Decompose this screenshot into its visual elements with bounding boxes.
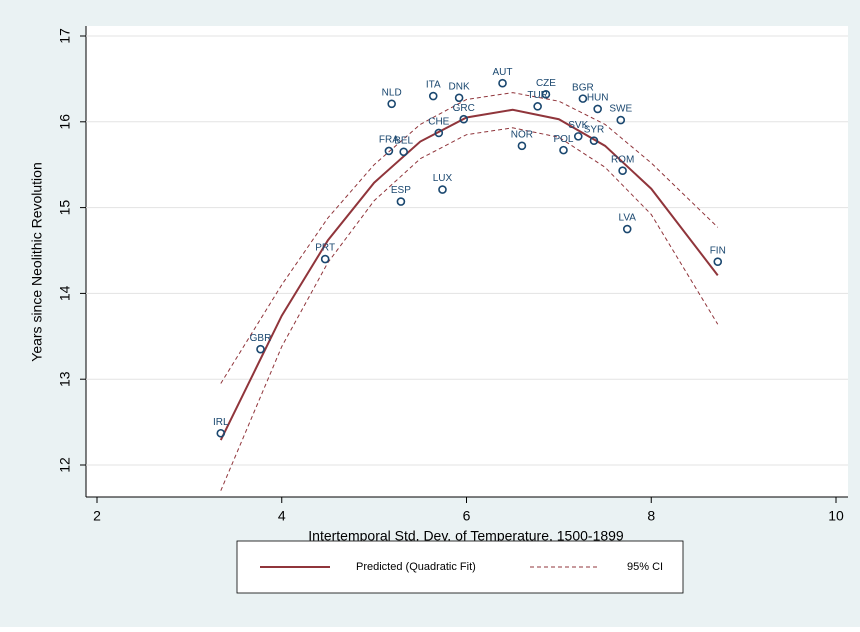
- point-label: LUX: [433, 173, 453, 184]
- point: [434, 128, 444, 138]
- point: [541, 90, 551, 99]
- point-label: FIN: [710, 245, 726, 256]
- point: [559, 145, 568, 155]
- point-label: DNK: [449, 81, 470, 92]
- point-label: NOR: [511, 129, 533, 140]
- point: [384, 146, 394, 156]
- point: [593, 104, 602, 114]
- y-tick-label: 12: [57, 457, 73, 473]
- legend-ci-label: 95% CI: [627, 561, 663, 573]
- y-axis-title: Years since Neolithic Revolution: [29, 162, 45, 361]
- y-tick-label: 14: [57, 285, 73, 301]
- point-label: SWE: [609, 104, 632, 115]
- point-label: LVA: [619, 213, 637, 224]
- y-tick-label: 15: [57, 200, 73, 216]
- point: [498, 78, 507, 88]
- x-tick-label: 8: [647, 508, 655, 524]
- point: [618, 166, 627, 176]
- point-label: PRT: [315, 243, 335, 254]
- point-label: NLD: [382, 87, 402, 98]
- point-label: BEL: [394, 135, 413, 146]
- point-label: BGR: [572, 82, 594, 93]
- x-tick-label: 2: [93, 508, 101, 524]
- plot-area: [86, 26, 848, 497]
- point-label: POL: [553, 134, 573, 145]
- ci-upper: [220, 92, 719, 384]
- x-tick-label: 6: [463, 508, 471, 524]
- x-axis-title: Intertemporal Std. Dev. of Temperature, …: [308, 528, 624, 544]
- x-tick-label: 10: [828, 508, 844, 524]
- y-tick-label: 16: [57, 114, 73, 130]
- point-label: AUT: [493, 67, 513, 78]
- point: [320, 254, 330, 264]
- point: [616, 115, 626, 125]
- point-label: CHE: [428, 117, 449, 128]
- point: [399, 147, 408, 157]
- point: [454, 93, 464, 103]
- point: [396, 197, 406, 206]
- point-label: ROM: [611, 154, 634, 165]
- x-tick-label: 4: [278, 508, 286, 524]
- point: [589, 136, 599, 145]
- point: [713, 257, 723, 266]
- point-label: FRA: [379, 135, 399, 146]
- point-label: ITA: [426, 80, 441, 91]
- point-label: GRC: [453, 103, 475, 114]
- legend-fit-label: Predicted (Quadratic Fit): [356, 561, 476, 573]
- point-label: GBR: [250, 333, 272, 344]
- point: [256, 344, 265, 354]
- point: [428, 91, 438, 101]
- point-label: SVK: [568, 120, 588, 131]
- point: [622, 224, 632, 234]
- point-label: CZE: [536, 78, 556, 89]
- point-label: ESP: [391, 185, 411, 196]
- point-label: TUR: [527, 90, 548, 101]
- point: [459, 114, 469, 124]
- ci-lower: [220, 127, 719, 491]
- point: [438, 185, 447, 194]
- y-tick-label: 17: [57, 28, 73, 44]
- point: [533, 102, 542, 111]
- point: [387, 99, 396, 109]
- y-tick-label: 13: [57, 371, 73, 387]
- point-label: HUN: [587, 93, 609, 104]
- point: [517, 141, 527, 151]
- point: [216, 428, 226, 438]
- point-label: IRL: [213, 417, 229, 428]
- point: [573, 132, 583, 141]
- point: [578, 94, 588, 103]
- point-label: SYR: [584, 124, 605, 135]
